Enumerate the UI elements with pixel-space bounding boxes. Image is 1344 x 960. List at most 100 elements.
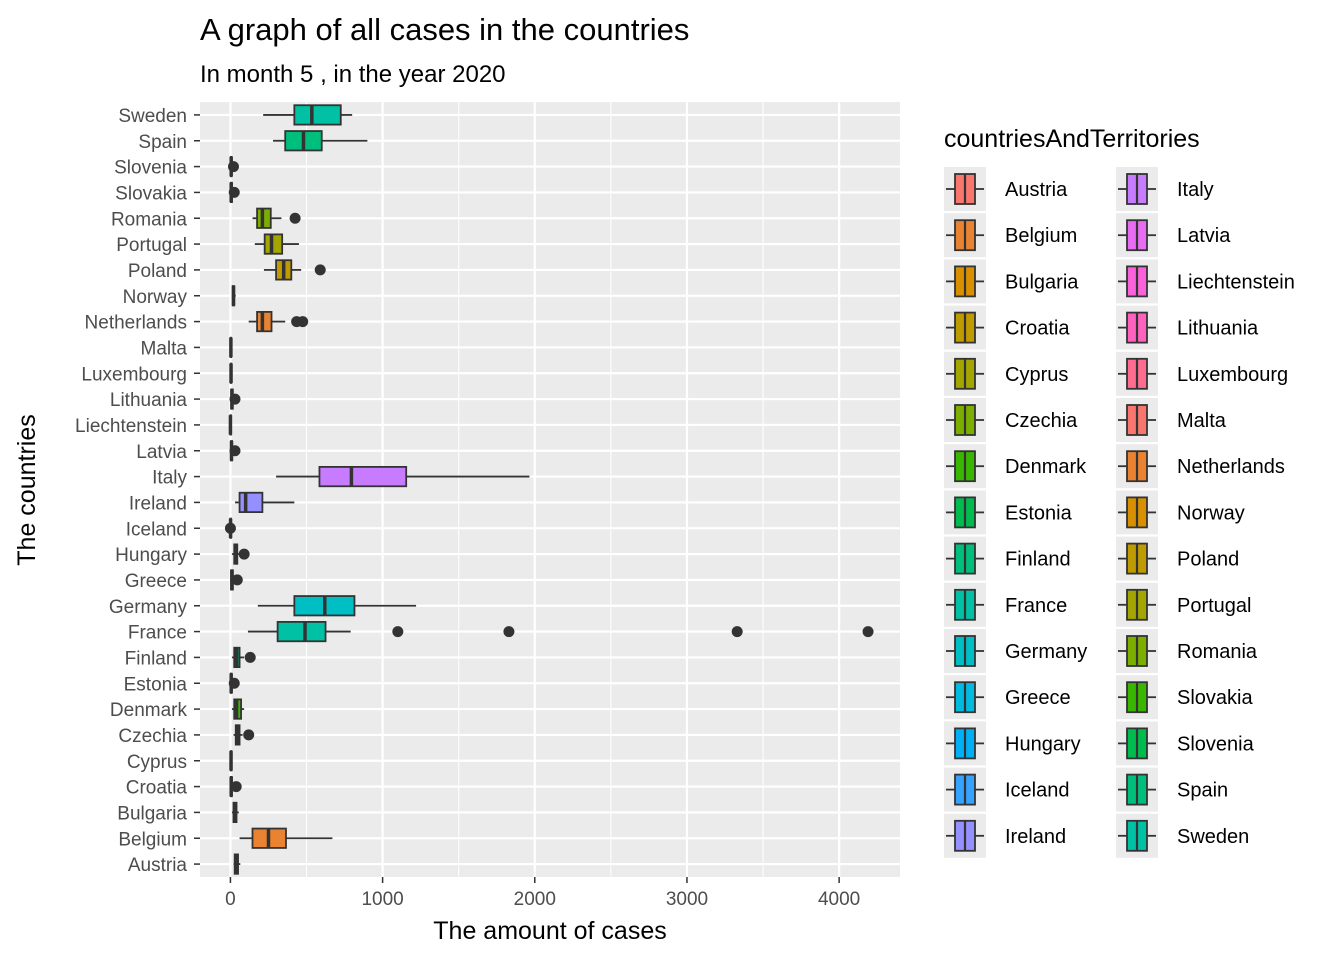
outlier-point: [862, 626, 874, 638]
legend-item-hungary: Hungary: [944, 721, 1081, 766]
y-tick-label-latvia: Latvia: [136, 442, 187, 463]
y-tick-label-slovakia: Slovakia: [115, 183, 187, 204]
y-tick-label-greece: Greece: [125, 571, 187, 592]
box-cyprus: [229, 750, 233, 772]
box-poland: [263, 259, 326, 281]
legend-label-netherlands: Netherlands: [1177, 456, 1285, 478]
legend-label-czechia: Czechia: [1005, 410, 1078, 432]
box-romania: [252, 207, 301, 229]
legend-label-slovakia: Slovakia: [1177, 687, 1253, 709]
legend-label-finland: Finland: [1005, 549, 1071, 571]
plot-panel: [200, 102, 900, 877]
box-iqr: [318, 465, 408, 488]
outlier-point: [392, 626, 404, 638]
box-slovenia: [227, 155, 239, 178]
box-ireland: [235, 491, 295, 514]
outlier-point: [297, 316, 309, 328]
outlier-point: [228, 186, 240, 198]
x-tick-label: 1000: [361, 889, 403, 910]
x-tick-label: 3000: [666, 889, 708, 910]
legend-item-germany: Germany: [944, 629, 1087, 673]
legend-item-france: France: [944, 582, 1067, 627]
legend-label-lithuania: Lithuania: [1177, 318, 1259, 340]
y-tick-label-germany: Germany: [109, 597, 188, 618]
y-tick-label-lithuania: Lithuania: [110, 390, 188, 411]
y-tick-label-netherlands: Netherlands: [85, 313, 187, 334]
legend-label-italy: Italy: [1177, 179, 1214, 201]
outlier-point: [243, 729, 255, 741]
outlier-point: [238, 548, 250, 560]
box-france: [247, 620, 874, 643]
y-tick-label-slovenia: Slovenia: [114, 158, 187, 179]
legend-label-germany: Germany: [1005, 641, 1087, 663]
legend-title: countriesAndTerritories: [944, 125, 1200, 153]
y-axis-title: The countries: [13, 414, 41, 565]
box-denmark: [231, 698, 245, 720]
outlier-point: [289, 212, 301, 224]
y-tick-label-finland: Finland: [125, 648, 187, 669]
legend-item-czechia: Czechia: [944, 398, 1078, 442]
legend-label-liechtenstein: Liechtenstein: [1177, 271, 1295, 293]
box-finland: [231, 646, 256, 669]
box-bulgaria: [231, 801, 239, 824]
y-tick-label-bulgaria: Bulgaria: [117, 803, 187, 824]
box-luxembourg: [229, 362, 233, 384]
y-tick-label-denmark: Denmark: [110, 700, 188, 721]
legend-label-denmark: Denmark: [1005, 456, 1087, 478]
legend-label-hungary: Hungary: [1005, 733, 1081, 755]
y-tick-label-norway: Norway: [123, 287, 188, 308]
y-tick-label-sweden: Sweden: [118, 106, 187, 127]
legend-item-finland: Finland: [944, 536, 1071, 581]
outlier-point: [224, 522, 236, 534]
legend-item-luxembourg: Luxembourg: [1116, 351, 1288, 396]
legend-item-austria: Austria: [944, 167, 1068, 211]
legend-item-bulgaria: Bulgaria: [944, 259, 1079, 304]
grid: [200, 102, 900, 877]
box-iqr: [293, 104, 342, 126]
legend-item-ireland: Ireland: [944, 813, 1066, 858]
y-tick-label-cyprus: Cyprus: [127, 752, 187, 773]
legend: countriesAndTerritories Austria Belgium Bu…: [944, 125, 1295, 858]
box-greece: [230, 569, 243, 591]
box-croatia: [229, 775, 242, 798]
y-tick-label-czechia: Czechia: [118, 726, 187, 747]
legend-item-sweden: Sweden: [1116, 813, 1249, 858]
legend-item-slovenia: Slovenia: [1116, 721, 1255, 766]
legend-label-estonia: Estonia: [1005, 502, 1073, 524]
outlier-point: [731, 626, 743, 638]
legend-item-netherlands: Netherlands: [1116, 444, 1285, 489]
x-tick-label: 0: [225, 889, 236, 910]
box-iceland: [224, 517, 236, 539]
y-tick-label-liechtenstein: Liechtenstein: [75, 416, 187, 437]
legend-item-spain: Spain: [1116, 767, 1228, 812]
legend-item-malta: Malta: [1116, 398, 1227, 442]
outlier-point: [314, 264, 326, 276]
legend-item-poland: Poland: [1116, 536, 1239, 581]
legend-label-croatia: Croatia: [1005, 318, 1070, 340]
legend-label-luxembourg: Luxembourg: [1177, 364, 1288, 386]
box-czechia: [233, 724, 255, 746]
outlier-point: [231, 574, 243, 586]
outlier-point: [229, 393, 241, 405]
x-tick-label: 2000: [514, 889, 556, 910]
box-iqr: [238, 491, 264, 514]
x-axis-title: The amount of cases: [433, 917, 666, 945]
outlier-point: [229, 445, 241, 457]
legend-item-norway: Norway: [1116, 490, 1245, 535]
legend-item-estonia: Estonia: [944, 490, 1073, 535]
box-iqr: [263, 233, 284, 255]
box-italy: [276, 465, 530, 488]
y-axis: Austria Belgium Bulgaria Croatia Cyprus Czech…: [75, 106, 200, 876]
box-estonia: [228, 672, 240, 694]
box-slovakia: [228, 181, 240, 204]
y-tick-label-austria: Austria: [128, 855, 188, 876]
outlier-point: [503, 626, 515, 638]
x-tick-label: 4000: [818, 889, 860, 910]
box-malta: [229, 336, 233, 359]
outlier-point: [228, 677, 240, 689]
legend-label-portugal: Portugal: [1177, 595, 1252, 617]
box-iqr: [256, 310, 273, 333]
y-tick-label-iceland: Iceland: [126, 519, 187, 540]
x-axis: 0 1000 2000 3000 4000: [225, 877, 860, 910]
